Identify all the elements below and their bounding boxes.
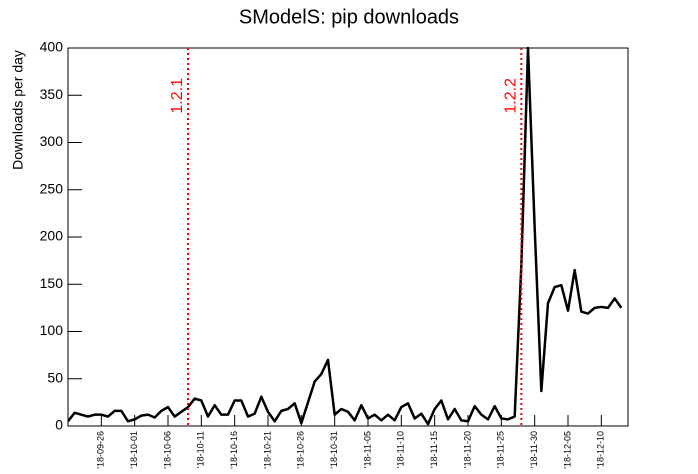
x-tick-label: '18-11-20 [462,431,472,468]
y-tick-label: 200 [40,228,64,244]
x-tick-label: '18-11-05 [362,431,372,468]
x-tick-label: '18-10-31 [329,431,339,469]
release-label: 1.2.1 [169,78,186,114]
x-tick-label: '18-10-06 [162,431,172,469]
y-tick-label: 100 [40,322,64,338]
x-tick-label: '18-10-16 [229,431,239,469]
chart-title: SModelS: pip downloads [239,6,459,28]
y-tick-label: 300 [40,133,64,149]
x-tick-label: '18-11-25 [496,431,506,468]
y-tick-label: 350 [40,86,64,102]
release-label: 1.2.2 [502,78,519,114]
x-tick-label: '18-12-05 [562,431,572,469]
x-tick-label: '18-11-10 [396,431,406,468]
y-tick-label: 400 [40,39,64,55]
data-line [68,46,623,426]
y-tick-label: 0 [55,417,63,433]
y-tick-label: 250 [40,180,64,196]
y-tick-label: 50 [47,369,63,385]
x-tick-label: '18-12-10 [596,431,606,469]
y-tick-label: 150 [40,275,64,291]
x-tick-label: '18-10-26 [296,431,306,469]
x-tick-label: '18-10-21 [262,431,272,469]
y-axis-label: Downloads per day [10,50,26,170]
x-tick-label: '18-11-15 [429,431,439,468]
x-tick-label: '18-11-30 [529,431,539,468]
x-tick-label: '18-09-26 [96,431,106,469]
x-tick-label: '18-10-01 [129,431,139,469]
x-tick-label: '18-10-11 [196,431,206,468]
